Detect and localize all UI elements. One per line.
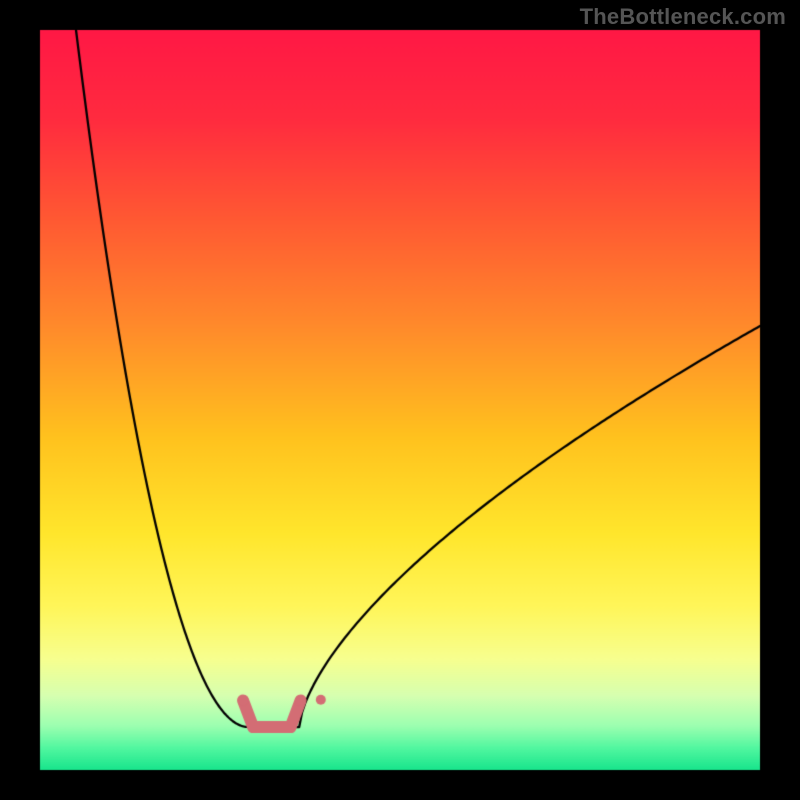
chart-root: TheBottleneck.com (0, 0, 800, 800)
chart-curve-layer (0, 0, 800, 800)
